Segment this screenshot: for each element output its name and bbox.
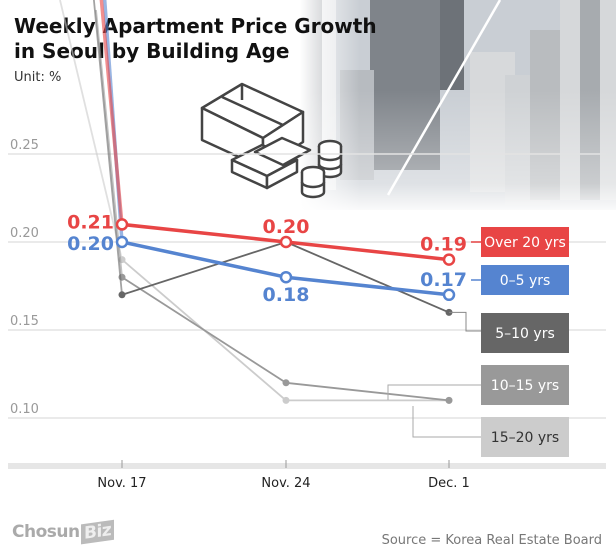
title-line-2: in Seoul by Building Age	[14, 39, 290, 63]
legend-box	[481, 417, 569, 457]
data-point	[279, 235, 293, 249]
x-axis-line	[8, 463, 606, 469]
legend-label: Over 20 yrs	[484, 235, 566, 251]
chosunbiz-logo: Chosun Biz	[12, 519, 114, 545]
legend-label: 10–15 yrs	[491, 378, 559, 394]
title-line-1: Weekly Apartment Price Growth	[14, 14, 377, 38]
buildings-photo	[300, 0, 616, 215]
data-label: 0.17	[420, 269, 467, 291]
data-point	[282, 379, 290, 387]
data-label: 0.19	[420, 234, 467, 256]
legend-box	[481, 265, 569, 295]
legend-leader	[449, 311, 481, 332]
legend-label: 0–5 yrs	[500, 273, 551, 289]
series-entry-line	[99, 0, 124, 225]
legend-label: 15–20 yrs	[491, 430, 559, 446]
y-tick-label: 0.20	[10, 226, 39, 241]
y-tick-label: 0.25	[10, 138, 39, 153]
series-entry-line	[59, 0, 123, 260]
data-point	[442, 253, 456, 266]
x-tick-label: Nov. 24	[261, 476, 310, 491]
x-tick-label: Nov. 17	[97, 476, 146, 491]
legend-label: 5–10 yrs	[495, 326, 555, 342]
logo-text-chosun: Chosun	[12, 522, 80, 542]
data-label: 0.18	[263, 284, 310, 306]
logo-text-biz: Biz	[80, 519, 114, 545]
data-point	[115, 218, 129, 231]
y-tick-label: 0.15	[10, 314, 39, 329]
data-point	[118, 291, 126, 299]
data-point	[115, 235, 129, 249]
legend-leader	[387, 384, 481, 400]
data-point	[282, 396, 290, 404]
x-tick-label: Dec. 1	[428, 476, 470, 491]
legend-box	[481, 365, 569, 405]
data-label: 0.21	[67, 211, 114, 233]
data-label: 0.20	[263, 216, 310, 238]
data-point	[279, 270, 293, 284]
legend-box	[481, 313, 569, 353]
data-point	[445, 396, 453, 404]
series-entry-line	[95, 9, 123, 278]
legend-leader	[412, 406, 481, 438]
data-label: 0.20	[67, 233, 114, 255]
unit-label: Unit: %	[14, 70, 62, 85]
data-point	[442, 288, 456, 302]
legend-box	[481, 227, 569, 257]
y-tick-label: 0.10	[10, 402, 39, 417]
source-note: Source = Korea Real Estate Board	[381, 533, 602, 548]
chart-title: Weekly Apartment Price Growth in Seoul b…	[14, 14, 377, 64]
